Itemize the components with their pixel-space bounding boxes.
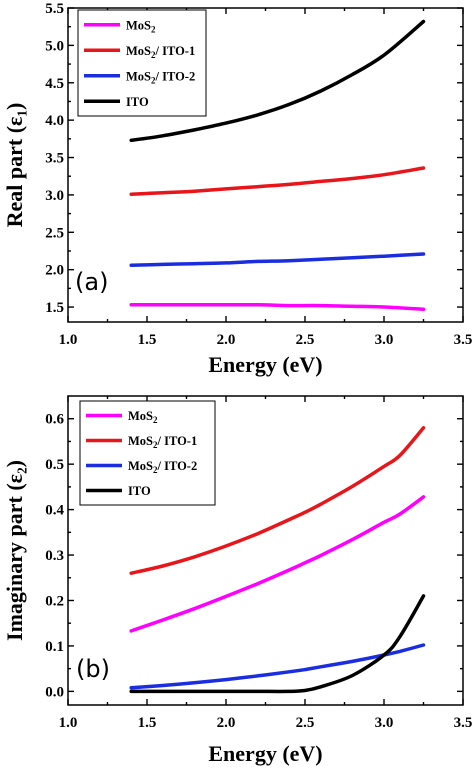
y-tick-label: 4.5 xyxy=(45,76,64,92)
y-tick-label: 1.5 xyxy=(45,300,64,316)
y-tick-label: 0.1 xyxy=(45,639,64,655)
legend-label: MoS2 xyxy=(128,409,158,425)
x-tick-label: 1.5 xyxy=(138,715,157,731)
legend-label-rest: / ITO-2 xyxy=(157,459,198,473)
x-tick-label: 3.0 xyxy=(375,715,394,731)
panel-label: (a) xyxy=(75,268,108,296)
legend-label-subscript: 2 xyxy=(153,465,158,475)
legend-label-rest: / ITO-1 xyxy=(155,44,196,58)
legend-label-base: MoS xyxy=(128,459,153,473)
y-tick-label: 2.0 xyxy=(45,263,64,279)
legend-label-subscript: 2 xyxy=(151,24,156,34)
series-line-0-1 xyxy=(129,166,426,196)
series-line-1-0 xyxy=(129,495,426,633)
x-tick-label: 2.0 xyxy=(217,332,236,348)
y-axis-label: Imaginary part (ε₂) xyxy=(2,460,27,641)
x-tick-label: 1.0 xyxy=(59,715,78,731)
legend-box xyxy=(77,9,207,117)
legend-label-base: MoS xyxy=(126,44,151,58)
legend-label-base: MoS xyxy=(126,69,151,83)
y-tick-label: 0.6 xyxy=(45,412,64,428)
series-line-0-3 xyxy=(129,19,426,143)
y-tick-label: 3.5 xyxy=(45,151,64,167)
legend-label: MoS2/ ITO-2 xyxy=(128,459,197,475)
legend-label: ITO xyxy=(128,484,151,498)
series-line-1-2 xyxy=(129,643,426,690)
legend-label-subscript: 2 xyxy=(151,50,156,60)
x-tick-label: 2.5 xyxy=(296,332,315,348)
legend-label: MoS2/ ITO-1 xyxy=(128,434,197,450)
legend-label-subscript: 2 xyxy=(151,75,156,85)
legend-label-rest: / ITO-2 xyxy=(155,69,196,83)
legend-label-subscript: 2 xyxy=(153,415,158,425)
series-line-0-0 xyxy=(129,303,426,312)
x-tick-label: 3.5 xyxy=(454,715,473,731)
y-tick-label: 3.0 xyxy=(45,188,64,204)
y-tick-label: 5.0 xyxy=(45,38,64,54)
legend-label-rest: / ITO-1 xyxy=(157,434,198,448)
series-line-1-1 xyxy=(129,426,426,575)
x-tick-label: 3.0 xyxy=(375,332,394,348)
y-tick-label: 0.0 xyxy=(45,684,64,700)
x-tick-label: 1.5 xyxy=(138,332,157,348)
y-tick-label: 0.3 xyxy=(45,548,64,564)
x-tick-label: 1.0 xyxy=(59,332,78,348)
series-line-0-2 xyxy=(129,252,426,267)
y-tick-label: 2.5 xyxy=(45,225,64,241)
panel-label: (b) xyxy=(76,655,110,683)
y-tick-label: 0.4 xyxy=(45,503,64,519)
x-axis-label: Energy (eV) xyxy=(208,352,322,377)
x-tick-label: 2.5 xyxy=(296,715,315,731)
y-tick-label: 0.2 xyxy=(45,593,64,609)
legend-label-base: MoS xyxy=(126,18,151,32)
chart-panel-b: 1.0 1.5 2.0 2.5 3.0 3.5 0.0 0.1 0.2 0.3 0.4 0.5 0.6 E… xyxy=(2,395,473,766)
chart-panel-a: 1.0 1.5 2.0 2.5 3.0 3.5 1.5 2.0 2.5 3.0 3.5 4.0 4.5 5… xyxy=(2,1,472,377)
y-axis-label: Real part (ε₁) xyxy=(2,103,27,228)
legend-label-base: MoS xyxy=(128,434,153,448)
legend-label: MoS2/ ITO-2 xyxy=(126,69,195,85)
y-tick-label: 4.0 xyxy=(45,113,64,129)
y-tick-label: 0.5 xyxy=(45,457,64,473)
x-tick-label: 2.0 xyxy=(217,715,236,731)
x-axis-label: Energy (eV) xyxy=(208,741,322,766)
y-tick-label: 5.5 xyxy=(45,1,64,17)
legend-box xyxy=(79,400,216,506)
legend-label: ITO xyxy=(126,95,149,109)
x-tick-label: 3.5 xyxy=(454,332,473,348)
legend-label-base: ITO xyxy=(126,95,149,109)
legend-label-subscript: 2 xyxy=(153,440,158,450)
legend-label: MoS2/ ITO-1 xyxy=(126,44,195,60)
legend-label-base: MoS xyxy=(128,409,153,423)
series-line-1-3 xyxy=(129,594,426,694)
legend-label: MoS2 xyxy=(126,18,156,34)
legend-label-base: ITO xyxy=(128,484,151,498)
